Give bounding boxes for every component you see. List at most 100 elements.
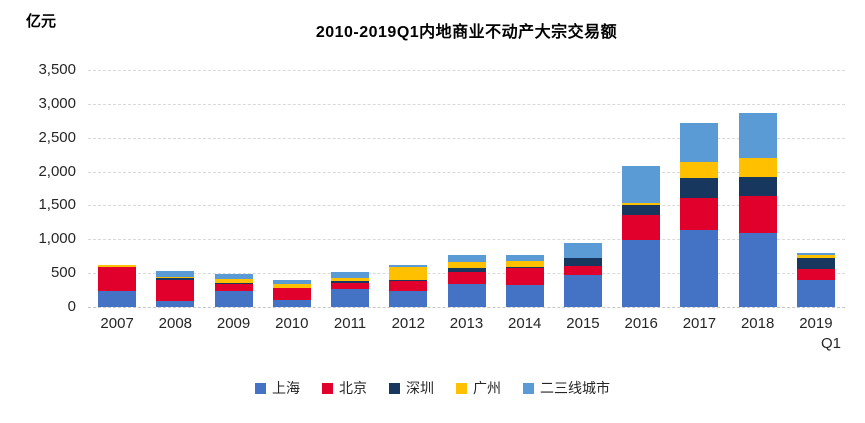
bar-segment-上海 (389, 290, 428, 307)
bar-segment-广州 (622, 202, 661, 206)
bar-segment-上海 (331, 288, 370, 307)
legend-swatch-icon (389, 382, 400, 394)
gridline (88, 239, 845, 241)
bar-segment-上海 (505, 285, 544, 307)
bar-segment-上海 (156, 301, 195, 307)
bar-segment-北京 (796, 269, 835, 280)
bar-segment-二三线城市 (98, 264, 137, 266)
stacked-bar-2015 (563, 242, 602, 307)
bar-segment-广州 (156, 276, 195, 278)
bar-segment-深圳 (156, 277, 195, 280)
x-tick-label: 2015 (566, 315, 600, 332)
x-axis-line (88, 307, 845, 308)
legend-item-上海: 上海 (255, 378, 300, 398)
bar-segment-广州 (272, 284, 311, 289)
y-tick-label: 500 (50, 264, 76, 282)
x-tick-label: 2012 (391, 315, 425, 332)
x-tick-label: 2007 (100, 315, 134, 332)
bar-segment-北京 (389, 280, 428, 291)
bar-segment-上海 (447, 283, 486, 307)
legend-item-二三线城市: 二三线城市 (523, 378, 610, 398)
legend-swatch-icon (456, 382, 467, 394)
bar-segment-上海 (796, 279, 835, 307)
y-tick-label: 2,000 (38, 162, 76, 180)
y-tick-label: 1,500 (38, 196, 76, 214)
bar-segment-北京 (447, 272, 486, 284)
bar-segment-广州 (214, 279, 253, 284)
legend-item-北京: 北京 (322, 378, 367, 398)
x-tick-label: 2013 (449, 315, 484, 332)
legend-item-广州: 广州 (456, 378, 501, 398)
gridline (88, 137, 845, 139)
stacked-bar-2012 (389, 265, 428, 307)
x-tick-label: 2018 (740, 315, 775, 332)
x-tick-label: 2019 Q1 (799, 315, 841, 353)
legend-swatch-icon (523, 382, 534, 394)
gridline (88, 70, 845, 71)
y-axis-unit-label: 亿元 (26, 13, 57, 30)
stacked-bar-2008 (156, 271, 195, 307)
legend-label: 上海 (272, 380, 300, 396)
bar-segment-北京 (156, 279, 195, 302)
y-tick-label: 2,500 (38, 128, 76, 146)
bar-segment-北京 (738, 195, 777, 234)
gridline (88, 171, 845, 173)
bar-segment-北京 (98, 267, 137, 292)
bar-segment-深圳 (738, 176, 777, 196)
chart-title: 2010-2019Q1内地商业不动产大宗交易额 (315, 24, 618, 41)
x-tick-label: 2011 (333, 315, 367, 332)
x-tick-label: 2009 (216, 315, 251, 332)
y-tick-label: 1,000 (38, 230, 76, 248)
bar-segment-深圳 (447, 267, 486, 273)
bar-segment-深圳 (389, 279, 428, 281)
legend-label: 广州 (473, 380, 501, 396)
y-tick-label: 0 (67, 298, 76, 315)
bar-segment-二三线城市 (389, 265, 428, 268)
legend-label: 二三线城市 (540, 380, 610, 396)
stacked-bar-2013 (447, 254, 486, 307)
bar-segment-深圳 (622, 205, 661, 215)
bar-segment-二三线城市 (796, 252, 835, 255)
bar-segment-广州 (796, 254, 835, 258)
y-tick-label: 3,000 (38, 94, 76, 112)
x-tick-label: 2017 (682, 315, 717, 332)
legend-item-深圳: 深圳 (389, 378, 434, 398)
stacked-bar-2019-Q1 (796, 252, 835, 307)
bar-segment-深圳 (331, 280, 370, 283)
bar-segment-上海 (563, 275, 602, 307)
legend-swatch-icon (255, 382, 266, 394)
bar-segment-深圳 (98, 266, 137, 268)
bar-segment-广州 (447, 262, 486, 268)
bar-segment-北京 (331, 282, 370, 289)
stacked-bar-2009 (214, 274, 253, 307)
bar-segment-二三线城市 (272, 279, 311, 285)
bar-segment-上海 (622, 239, 661, 307)
legend-swatch-icon (322, 382, 333, 394)
bar-segment-二三线城市 (622, 166, 661, 203)
bar-segment-上海 (738, 233, 777, 307)
bar-segment-二三线城市 (447, 254, 486, 262)
gridline (88, 205, 845, 207)
stacked-bar-2016 (622, 166, 661, 307)
bar-segment-二三线城市 (156, 271, 195, 277)
bar-segment-二三线城市 (563, 242, 602, 258)
bar-segment-北京 (680, 197, 719, 231)
bar-segment-上海 (680, 230, 719, 307)
bar-segment-上海 (272, 299, 311, 307)
legend-label: 深圳 (406, 380, 434, 396)
bar-segment-深圳 (680, 177, 719, 198)
bar-segment-广州 (505, 260, 544, 267)
bar-segment-北京 (505, 267, 544, 286)
x-tick-label: 2008 (158, 315, 193, 332)
stacked-bar-2007 (98, 264, 137, 307)
plot-area (88, 70, 845, 308)
x-tick-label: 2014 (508, 315, 542, 332)
legend-label: 北京 (339, 380, 367, 396)
gridline (88, 103, 845, 105)
bar-segment-广州 (331, 277, 370, 281)
bar-segment-二三线城市 (680, 123, 719, 162)
bar-segment-二三线城市 (331, 271, 370, 278)
stacked-bar-2014 (505, 255, 544, 307)
bar-segment-深圳 (563, 258, 602, 267)
legend: 上海 北京 深圳 广州 二三线城市 (0, 378, 865, 398)
